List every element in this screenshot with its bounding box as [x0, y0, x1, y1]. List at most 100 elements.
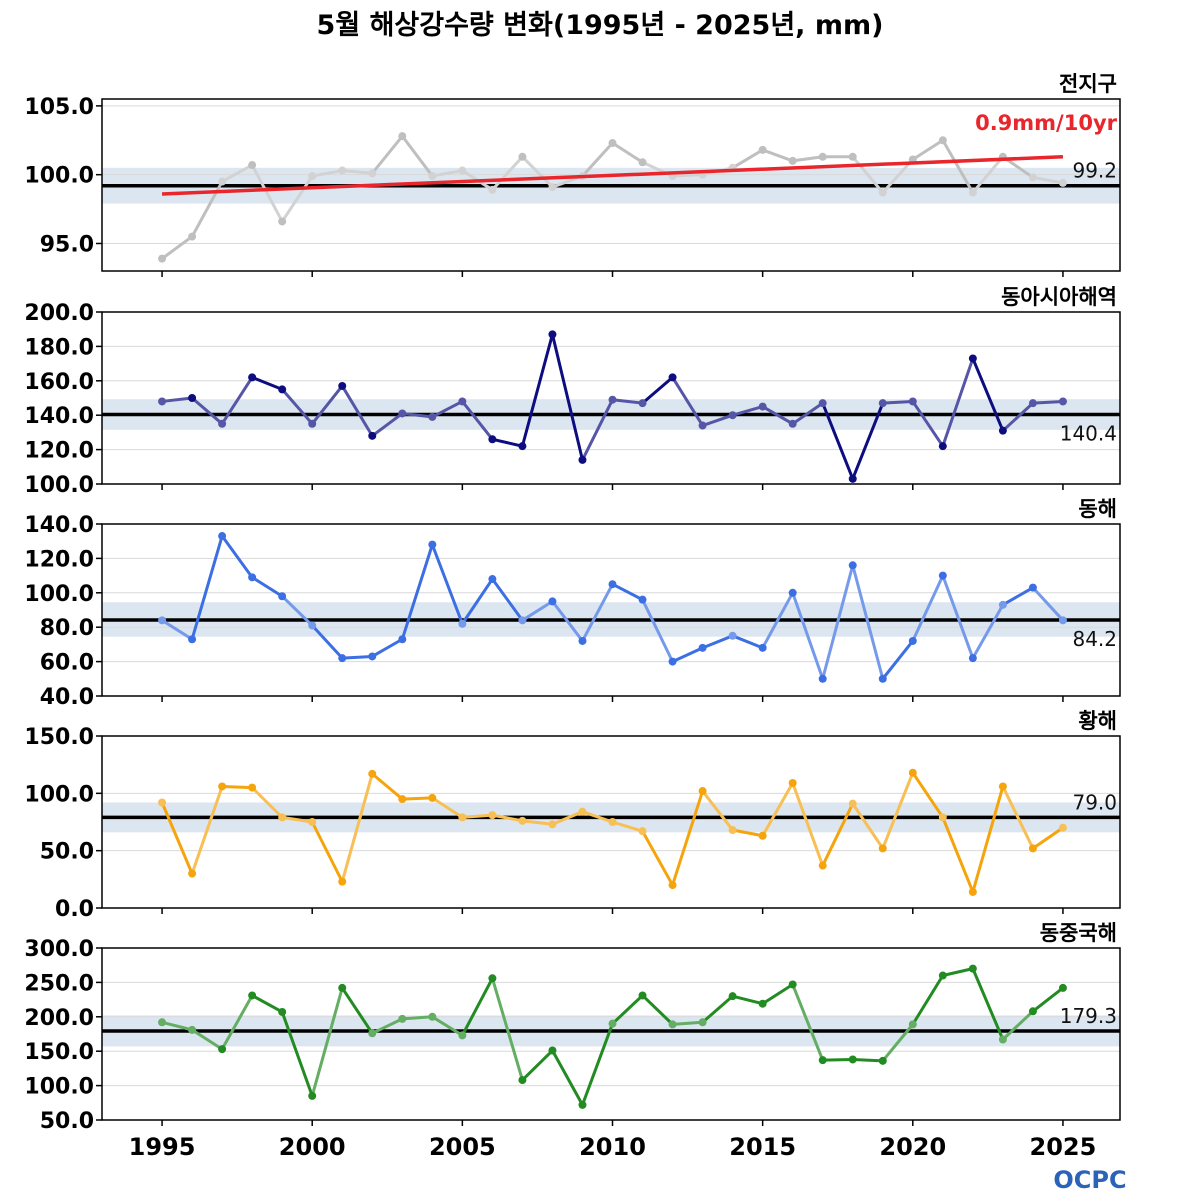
panel-5-data-point — [818, 1056, 827, 1065]
panel-4-data-point — [968, 887, 977, 896]
panel-3-ytick-label: 140.0 — [24, 513, 94, 538]
panel-2-data-point — [518, 442, 527, 451]
panel-5-ytick-label: 150.0 — [24, 1040, 94, 1065]
panel-5-series-segment — [280, 1010, 314, 1098]
panel-4-data-point — [998, 782, 1007, 791]
panel-3-series-segment — [791, 591, 825, 681]
panel-3-data-point — [458, 619, 467, 628]
panel-4-ytick-label: 50.0 — [40, 840, 94, 865]
panel-1-series-segment — [280, 174, 314, 223]
panel-3-series-segment — [460, 577, 494, 626]
panel-3-data-point — [758, 643, 767, 652]
panel-2-series-segment — [641, 375, 675, 405]
panel-3-series-segment — [881, 639, 915, 681]
panel-5-data-point — [638, 991, 647, 1000]
panel-2-series-segment — [701, 413, 735, 428]
panel-3-data-point — [398, 635, 407, 644]
panel-5-data-point — [758, 999, 767, 1008]
panel-3-data-point — [968, 654, 977, 663]
panel-4-data-point — [248, 783, 257, 792]
panel-1-ytick-label: 95.0 — [40, 232, 94, 257]
panel-5-data-point — [578, 1100, 587, 1109]
panel-4-data-point — [878, 844, 887, 853]
panel-1-data-point — [848, 152, 857, 161]
panel-2-series-segment — [250, 375, 284, 391]
panel-5-data-point — [968, 964, 977, 973]
panel-4-series-segment — [580, 810, 615, 824]
panel-3-data-point — [578, 636, 587, 645]
panel-4-data-point — [848, 799, 857, 808]
panel-5-data-point — [218, 1045, 227, 1054]
panel-2-data-point — [278, 385, 287, 394]
panel-2-data-point — [878, 399, 887, 408]
panel-4-region-label: 황해 — [1078, 709, 1117, 733]
panel-4-series-segment — [671, 789, 705, 887]
panel-1-series-segment — [430, 169, 464, 178]
panel-3-data-point — [1058, 616, 1067, 625]
panel-4-ytick-label: 100.0 — [24, 782, 94, 807]
panel-2-data-point — [1058, 397, 1067, 406]
panel-1-series-segment — [941, 138, 975, 195]
panel-4-data-point — [608, 818, 617, 826]
panel-5-series-segment — [941, 967, 975, 978]
panel-1-data-point — [938, 136, 947, 145]
panel-3-climatology-label: 84.2 — [1072, 627, 1117, 651]
panel-4-series-segment — [881, 771, 915, 850]
panel-4-data-point — [458, 813, 467, 822]
panel-1-data-point — [818, 152, 827, 161]
panel-1-series-segment — [310, 169, 344, 178]
panel-1-series-segment — [671, 173, 705, 178]
panel-1-data-point — [878, 188, 887, 197]
panel-1-climatology-label: 99.2 — [1072, 159, 1117, 183]
panel-3-data-point — [848, 561, 857, 570]
panel-1-series-segment — [370, 134, 404, 175]
panel-2-series-segment — [400, 411, 434, 419]
panel-1-region-label: 전지구 — [1059, 72, 1117, 96]
panel-3-data-point — [278, 592, 287, 601]
panel-1-series-segment — [520, 155, 554, 189]
panel-5-frame — [101, 947, 1121, 1121]
panel-4-data-point — [698, 787, 707, 796]
panel-1-series-segment — [971, 155, 1005, 195]
panel-1-data-point — [518, 152, 527, 161]
panel-1-data-point — [758, 145, 767, 154]
panel-5-data-point — [938, 971, 947, 980]
panel-4-series-segment — [701, 789, 735, 832]
panel-5-series-segment — [611, 993, 645, 1026]
panel-5-series-segment — [520, 1049, 554, 1082]
panel-3-series-segment — [190, 534, 224, 641]
panel-3-data-point — [908, 636, 917, 645]
panel-3-ytick-label: 120.0 — [24, 547, 94, 572]
panel-2-data-point — [788, 419, 797, 428]
panel-3-data-point — [668, 657, 677, 666]
panel-2-series-segment — [671, 375, 705, 428]
panel-1-series-segment — [580, 141, 615, 178]
panel-5-series-segment — [971, 967, 1005, 1042]
panel-3-series-segment — [671, 646, 705, 664]
panel-4-series-segment — [280, 815, 314, 824]
panel-1-series-segment — [250, 163, 284, 223]
panel-2-data-point — [428, 412, 437, 421]
panel-1-series-segment — [160, 235, 194, 261]
panel-5-ytick-label: 300.0 — [24, 937, 94, 962]
panel-1-data-point — [338, 166, 347, 175]
panel-1-series-segment — [911, 138, 945, 162]
panel-2-data-point — [368, 431, 377, 440]
panel-4-data-point — [488, 811, 497, 820]
panel-1-data-point — [158, 254, 167, 263]
panel-4-series-segment — [460, 813, 494, 819]
xtick-label: 2015 — [729, 1133, 796, 1161]
panel-1-ytick-label: 105.0 — [24, 95, 94, 120]
panel-5-series-segment — [550, 1049, 584, 1107]
panel-2-series-segment — [310, 384, 344, 426]
panel-5-series-segment — [580, 1022, 615, 1107]
panel-2-series-segment — [821, 401, 855, 481]
panel-5-data-point — [998, 1035, 1007, 1044]
panel-4-data-point — [668, 881, 677, 890]
panel-1-ytick-label: 100.0 — [24, 164, 94, 189]
panel-3-data-point — [938, 571, 947, 580]
xtick-label: 2005 — [429, 1133, 496, 1161]
panel-4-data-point — [728, 826, 737, 835]
panel-3-data-point — [488, 575, 497, 584]
panel-5-series-segment — [1001, 1009, 1035, 1042]
